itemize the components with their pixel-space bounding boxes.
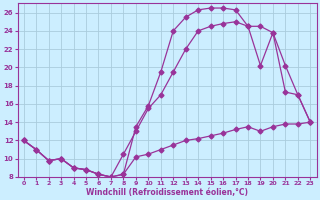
X-axis label: Windchill (Refroidissement éolien,°C): Windchill (Refroidissement éolien,°C)	[86, 188, 248, 197]
